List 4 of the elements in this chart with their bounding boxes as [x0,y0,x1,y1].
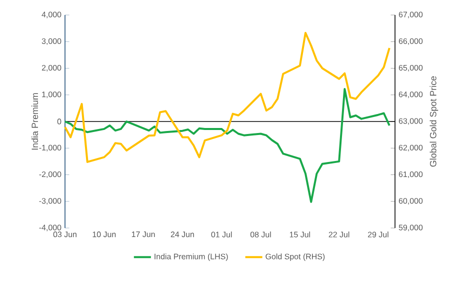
y2-axis-title: Global Gold Spot Price [430,76,438,167]
line-series [64,32,390,163]
line-series [64,88,390,203]
y-axis-title: India Premium [31,93,38,150]
